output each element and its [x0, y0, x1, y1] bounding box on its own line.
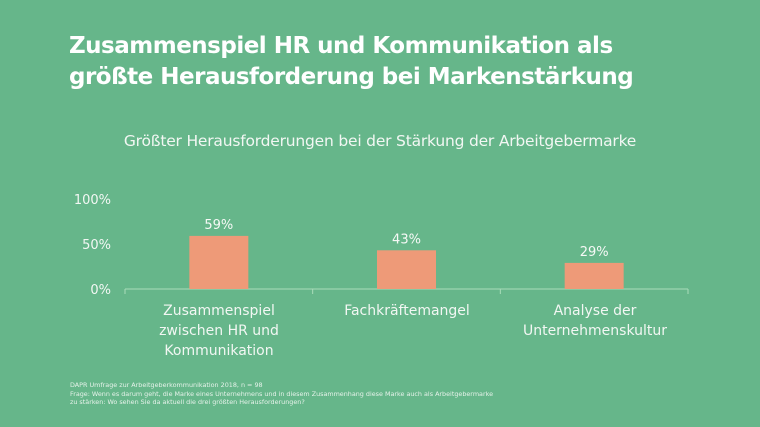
data-label: 59%: [204, 218, 233, 233]
title-line-2: größte Herausforderung bei Markenstärkun…: [69, 64, 634, 90]
category-1-line-3: Kommunikation: [164, 343, 274, 359]
category-1-line-1: Zusammenspiel: [163, 303, 275, 319]
category-label-3: Analyse der Unternehmenskultur: [505, 301, 685, 341]
category-label-1: Zusammenspiel zwischen HR und Kommunikat…: [129, 301, 309, 361]
title-line-1: Zusammenspiel HR und Kommunikation als: [69, 33, 613, 59]
category-label-2: Fachkräftemangel: [317, 301, 497, 321]
category-2-line-1: Fachkräftemangel: [344, 303, 470, 319]
category-1-line-2: zwischen HR und: [159, 323, 279, 339]
footnote: DAPR Umfrage zur Arbeitgeberkommunikatio…: [70, 381, 493, 407]
slide-title: Zusammenspiel HR und Kommunikation als g…: [69, 31, 634, 93]
data-label: 43%: [392, 232, 421, 247]
chart-title: Größter Herausforderungen bei der Stärku…: [123, 132, 637, 150]
y-tick-label: 0%: [90, 283, 111, 298]
footnote-source: DAPR Umfrage zur Arbeitgeberkommunikatio…: [70, 381, 263, 389]
category-3-line-1: Analyse der: [553, 303, 637, 319]
footnote-question-1: Frage: Wenn es darum geht, die Marke ein…: [70, 389, 493, 398]
footnote-question-2: zu stärken: Wo sehen Sie da aktuell die …: [70, 398, 305, 406]
y-tick-label: 50%: [82, 238, 111, 253]
category-3-line-2: Unternehmenskultur: [522, 323, 668, 339]
bar: [377, 250, 436, 289]
y-tick-label: 100%: [74, 193, 111, 208]
bar: [564, 262, 624, 289]
data-label: 29%: [580, 245, 609, 260]
bar: [189, 235, 249, 289]
